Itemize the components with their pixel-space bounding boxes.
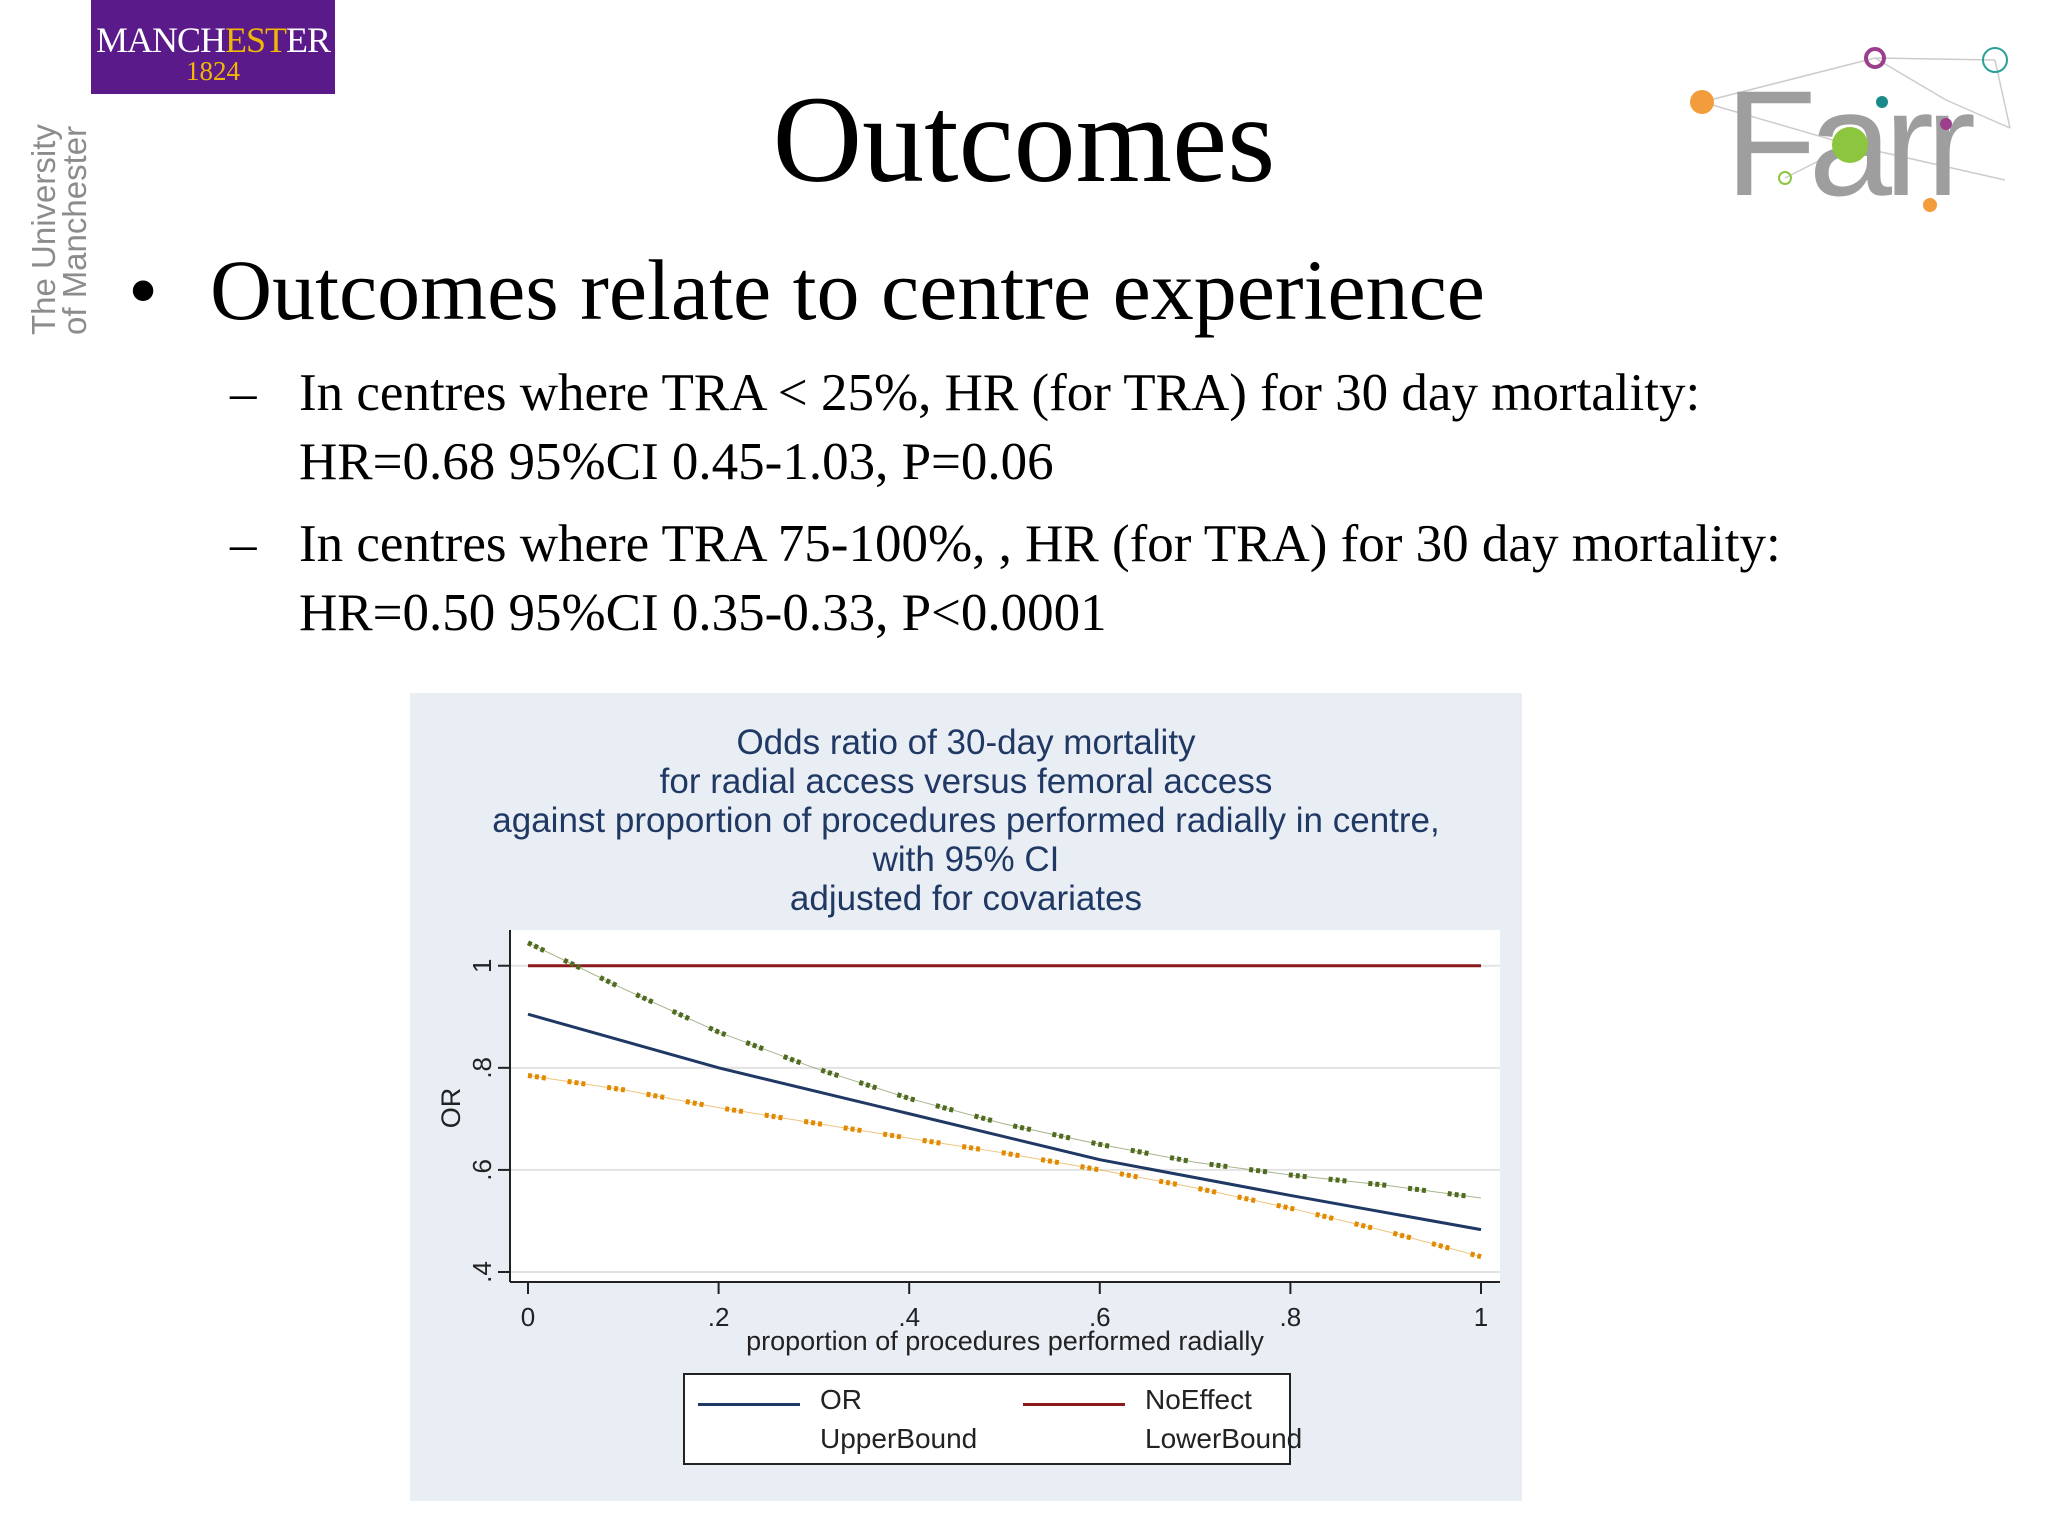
series-lowerbound-line bbox=[527, 1073, 1482, 1260]
x-tick-label: 1 bbox=[1474, 1302, 1488, 1332]
slide-title: Outcomes bbox=[772, 71, 1276, 208]
plot-area bbox=[510, 930, 1500, 1282]
x-tick-label: .6 bbox=[1089, 1302, 1111, 1332]
manchester-logo: MANCHESTER 1824 bbox=[91, 0, 335, 94]
sub-bullet-2-line1: In centres where TRA 75-100%, , HR (for … bbox=[299, 515, 1781, 573]
chart-title-line: adjusted for covariates bbox=[789, 879, 1143, 918]
chart-title-line: against proportion of procedures perform… bbox=[492, 801, 1440, 840]
x-tick-label: 0 bbox=[521, 1302, 535, 1332]
chart-svg: 0 .2 .4 .6 .8 1 .4 .6 .8 1 proportion of procedur… bbox=[436, 930, 1500, 1356]
chart-title-line: with 95% CI bbox=[872, 840, 1060, 879]
manchester-logo-year: 1824 bbox=[186, 56, 240, 86]
chart-title-line: for radial access versus femoral access bbox=[659, 762, 1273, 801]
chart-legend: OR NoEffect UpperBound LowerBound bbox=[683, 1373, 1302, 1465]
legend-label-or: OR bbox=[820, 1384, 862, 1415]
bullet-dot-icon: • bbox=[128, 242, 159, 338]
y-tick-label: .6 bbox=[467, 1159, 497, 1181]
x-axis-label: proportion of procedures performed radia… bbox=[746, 1326, 1264, 1356]
series-upperbound-line bbox=[526, 940, 1482, 1201]
series-or-line bbox=[527, 1012, 1482, 1232]
dash-icon: – bbox=[230, 364, 257, 422]
sub-bullet-1-line1: In centres where TRA < 25%, HR (for TRA)… bbox=[299, 364, 1701, 422]
x-tick-label: .2 bbox=[708, 1302, 730, 1332]
chart-panel: Odds ratio of 30-day mortality for radia… bbox=[410, 693, 1522, 1501]
y-tick-label: .4 bbox=[467, 1261, 497, 1283]
manchester-logo-name: MANCHESTER bbox=[95, 20, 331, 60]
y-tick-label: 1 bbox=[467, 958, 497, 972]
main-bullet-text: Outcomes relate to centre experience bbox=[210, 242, 1485, 338]
sub-bullet-1-line2: HR=0.68 95%CI 0.45-1.03, P=0.06 bbox=[299, 433, 1054, 491]
sub-bullet-2-line2: HR=0.50 95%CI 0.35-0.33, P<0.0001 bbox=[299, 584, 1107, 642]
chart-title: Odds ratio of 30-day mortality for radia… bbox=[410, 723, 1522, 918]
dash-icon: – bbox=[230, 515, 257, 573]
legend-label-lowerbound: LowerBound bbox=[1145, 1423, 1303, 1454]
legend-swatch-noeffect bbox=[1023, 1403, 1125, 1406]
chart-title-line: Odds ratio of 30-day mortality bbox=[736, 723, 1196, 762]
x-tick-label: .4 bbox=[898, 1302, 920, 1332]
y-tick-label: .8 bbox=[467, 1057, 497, 1079]
y-axis-label: OR bbox=[436, 1088, 466, 1129]
farr-logo: Farr bbox=[1690, 47, 2011, 220]
legend-label-noeffect: NoEffect bbox=[1145, 1384, 1252, 1415]
x-tick-label: .8 bbox=[1280, 1302, 1302, 1332]
legend-label-upperbound: UpperBound bbox=[820, 1423, 978, 1454]
legend-swatch-or bbox=[698, 1403, 800, 1406]
